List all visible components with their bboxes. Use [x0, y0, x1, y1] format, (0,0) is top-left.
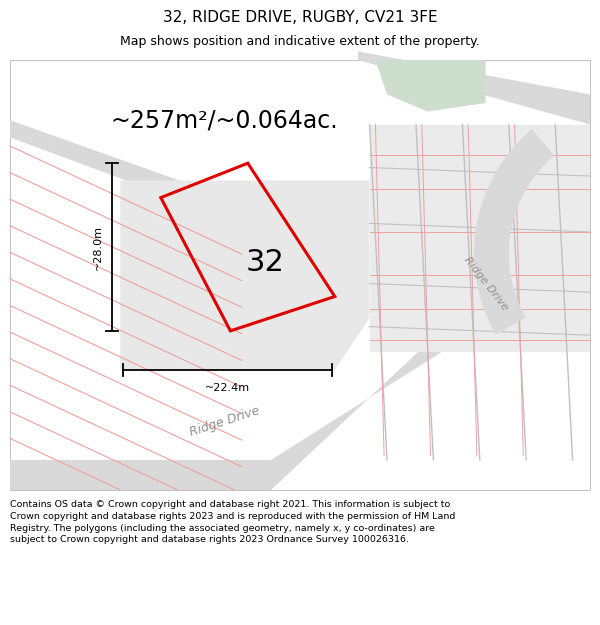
Polygon shape	[358, 51, 590, 124]
Text: ~28.0m: ~28.0m	[92, 224, 103, 269]
Text: ~257m²/~0.064ac.: ~257m²/~0.064ac.	[111, 108, 338, 132]
Polygon shape	[370, 124, 590, 352]
Polygon shape	[10, 120, 300, 241]
Text: ~22.4m: ~22.4m	[205, 382, 250, 392]
Text: 32, RIDGE DRIVE, RUGBY, CV21 3FE: 32, RIDGE DRIVE, RUGBY, CV21 3FE	[163, 11, 437, 26]
Polygon shape	[376, 60, 485, 112]
Text: 32: 32	[246, 248, 284, 277]
Text: Contains OS data © Crown copyright and database right 2021. This information is : Contains OS data © Crown copyright and d…	[10, 500, 455, 544]
Text: Ridge Drive: Ridge Drive	[461, 255, 509, 312]
Polygon shape	[10, 266, 590, 490]
Polygon shape	[120, 181, 370, 369]
Bar	[10, 60, 590, 490]
Text: Map shows position and indicative extent of the property.: Map shows position and indicative extent…	[120, 36, 480, 49]
Polygon shape	[474, 129, 554, 335]
Text: Ridge Drive: Ridge Drive	[188, 404, 262, 439]
